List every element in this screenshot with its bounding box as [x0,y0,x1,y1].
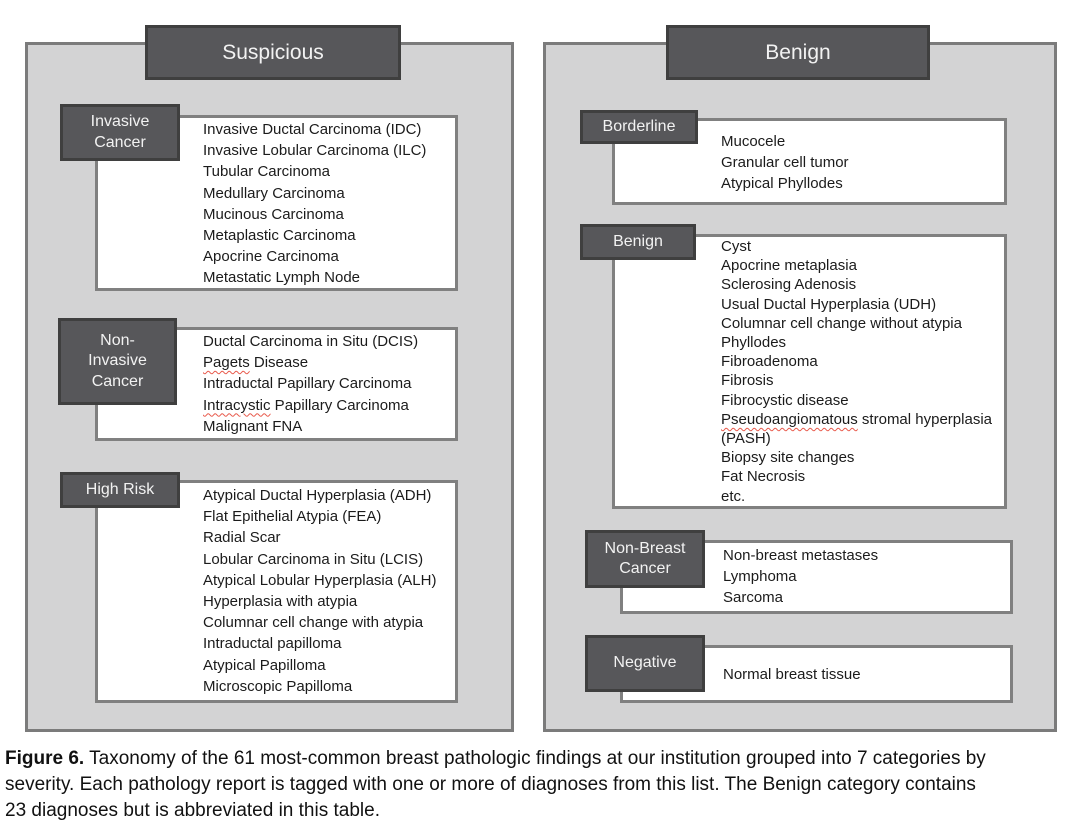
diagnosis-item: Tubular Carcinoma [203,163,330,181]
diagnosis-item: Intraductal Papillary Carcinoma [203,375,412,393]
diagnosis-item: Sarcoma [723,589,784,607]
non-breast-cancer-label-text: Non-Breast Cancer [604,539,686,577]
diagnosis-item: Atypical Ductal Hyperplasia (ADH) [203,487,432,504]
high-risk-label-text: High Risk [85,480,155,498]
diagnosis-item: Lobular Carcinoma in Situ (LCIS) [203,550,424,568]
diagnosis-item: Atypical Lobular Hyperplasia (ALH) [203,571,437,589]
invasive-cancer-label-text: Invasive Cancer [90,113,150,151]
figure-caption-label: Figure 6. [5,748,85,769]
suspicious-title-box: Suspicious [145,25,401,80]
diagnosis-item: Granular cell tumor [721,154,849,172]
diagnosis-item: Microscopic Papilloma [203,677,353,695]
borderline-list: Mucocele Granular cell tumor Atypical Phyl… [612,118,1007,205]
figure-caption-line-1: Figure 6. Taxonomy of the 61 most-common… [5,746,1073,772]
diagnosis-item: Intraductal papilloma [203,635,342,653]
diagnosis-item: Non-breast metastases [723,547,879,564]
diagnosis-item: Malignant FNA [203,417,303,435]
diagnosis-item: Invasive Ductal Carcinoma (IDC) [203,121,422,138]
borderline-label-text: Borderline [602,117,676,135]
diagnosis-item: Flat Epithelial Atypia (FEA) [203,508,382,526]
figure-caption-line-2: severity. Each pathology report is tagge… [5,774,976,795]
diagnosis-item: Fat Necrosis [721,468,806,486]
benign-title: Benign [765,40,831,64]
diagnosis-item: Apocrine Carcinoma [203,248,339,266]
borderline-label: Borderline [580,110,698,144]
diagnosis-item: Biopsy site changes [721,449,855,467]
non-breast-cancer-label: Non-Breast Cancer [585,530,705,588]
diagnosis-item: Mucocele [721,133,786,150]
diagnosis-item: Ductal Carcinoma in Situ (DCIS) [203,333,419,350]
diagnosis-item: Mucinous Carcinoma [203,205,344,223]
invasive-cancer-label: Invasive Cancer [60,104,180,161]
diagnosis-item: Fibroadenoma [721,353,818,371]
diagnosis-item: Pagets Disease [203,354,309,372]
benign-label-text: Benign [613,232,663,250]
non-invasive-cancer-label-text: Non- Invasive Cancer [88,331,147,390]
negative-label-text: Negative [613,654,677,672]
diagnosis-item: Metaplastic Carcinoma [203,227,356,245]
diagnosis-item: Lymphoma [723,568,797,586]
diagnosis-item: Cyst [721,238,751,255]
diagnosis-item: Sclerosing Adenosis [721,276,857,294]
diagnosis-item: Columnar cell change with atypia [203,614,424,632]
spellcheck-underline: Pagets [203,354,250,372]
diagnosis-item: Intracystic Papillary Carcinoma [203,396,409,414]
benign-label: Benign [580,224,696,260]
spellcheck-underline: Intracystic [203,396,271,414]
diagnosis-item: Atypical Phyllodes [721,175,843,193]
high-risk-label: High Risk [60,472,180,508]
benign-list: Cyst Apocrine metaplasia Sclerosing Adenos… [612,234,1007,509]
diagnosis-item: Apocrine metaplasia [721,257,857,275]
diagnosis-item: Fibrocystic disease [721,391,849,409]
diagnosis-item: Usual Ductal Hyperplasia (UDH) [721,295,937,313]
spellcheck-underline: Pseudoangiomatous [721,410,858,428]
diagnosis-item: Atypical Papilloma [203,656,326,674]
figure-caption-line-1-text: Taxonomy of the 61 most-common breast pa… [84,748,986,769]
non-invasive-cancer-label: Non- Invasive Cancer [58,318,177,405]
figure-caption-line-3: 23 diagnoses but is abbreviated in this … [5,800,380,821]
negative-label: Negative [585,635,705,692]
diagnosis-item: Medullary Carcinoma [203,184,345,202]
diagnosis-item: etc. [721,487,746,505]
diagnosis-item: Invasive Lobular Carcinoma (ILC) [203,142,427,160]
suspicious-title: Suspicious [222,40,324,64]
diagnosis-item: Pseudoangiomatous stromal hyperplasia (P… [721,410,992,448]
diagnosis-item: Columnar cell change without atypia [721,314,962,332]
diagnosis-item: Normal breast tissue [723,666,861,683]
diagnosis-item: Phyllodes [721,334,787,352]
diagnosis-item: Radial Scar [203,529,281,547]
diagnosis-item: Metastatic Lymph Node [203,269,361,287]
diagnosis-item: Fibrosis [721,372,774,390]
high-risk-list: Atypical Ductal Hyperplasia (ADH) Flat Ep… [95,480,458,703]
diagnosis-item: Hyperplasia with atypia [203,593,358,611]
figure-caption: Figure 6. Taxonomy of the 61 most-common… [5,746,1073,824]
benign-title-box: Benign [666,25,930,80]
